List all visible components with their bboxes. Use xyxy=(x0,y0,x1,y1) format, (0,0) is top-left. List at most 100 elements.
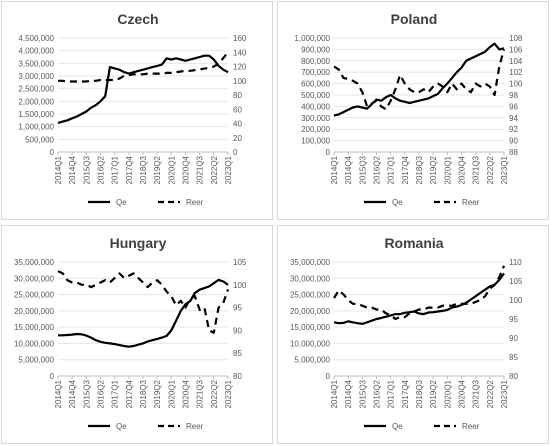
chart-title: Czech xyxy=(117,11,158,27)
right-axis-tick-label: 102 xyxy=(509,68,523,77)
right-axis-tick-label: 90 xyxy=(509,137,518,146)
x-axis-tick-label: 2016Q2 xyxy=(97,155,106,184)
x-axis-tick-label: 2020Q4 xyxy=(458,155,467,184)
chart-hungary: Hungary 0 5,000,000 10,000,000 15,000,000 20,… xyxy=(14,235,247,431)
chart-panel-poland: Poland 0 100,000 200,000 300,000 400,000 500,0… xyxy=(277,1,549,220)
left-axis-tick-label: 1,000,000 xyxy=(18,123,54,132)
left-axis-tick-label: 4,000,000 xyxy=(18,47,54,56)
left-axis-tick-label: 30,000,000 xyxy=(290,274,331,283)
x-axis-tick-label: 2020Q4 xyxy=(458,379,467,408)
x-axis-tick-label: 2016Q2 xyxy=(373,379,382,408)
x-axis-tick-label: 2023Q1 xyxy=(500,155,509,184)
x-axis-tick-label: 2019Q2 xyxy=(429,155,438,184)
legend-label-reer: Reer xyxy=(186,422,204,431)
x-axis-tick-label: 2014Q1 xyxy=(54,379,63,408)
right-axis-tick-label: 105 xyxy=(233,258,247,267)
x-axis-tick-label: 2015Q3 xyxy=(358,155,367,184)
x-axis-tick-label: 2017Q4 xyxy=(125,155,134,184)
series-line-qe xyxy=(58,278,229,348)
x-axis-tick-label: 2021Q3 xyxy=(196,379,205,408)
chart-panel-czech: Czech 0 500,000 1,000,000 1,500,000 2,000,000… xyxy=(1,1,273,220)
series-line-reer xyxy=(58,51,229,83)
x-axis-tick-label: 2018Q3 xyxy=(415,155,424,184)
x-axis-tick-label: 2017Q1 xyxy=(111,379,120,408)
chart-panel-hungary: Hungary 0 5,000,000 10,000,000 15,000,000 20,… xyxy=(1,225,273,444)
x-axis-tick-label: 2014Q4 xyxy=(344,155,353,184)
right-axis-tick-label: 110 xyxy=(509,258,522,267)
x-axis-tick-label: 2014Q1 xyxy=(330,379,339,408)
series-line-reer xyxy=(333,49,506,111)
right-axis-tick-label: 96 xyxy=(509,102,518,111)
series-line-qe xyxy=(333,42,505,117)
x-axis-tick-label: 2023Q1 xyxy=(224,379,233,408)
right-axis-tick-label: 104 xyxy=(509,57,523,66)
left-axis-tick-label: 300,000 xyxy=(301,114,330,123)
right-axis-tick-label: 60 xyxy=(233,105,242,114)
right-axis-tick-label: 100 xyxy=(233,77,247,86)
x-axis-tick-label: 2020Q1 xyxy=(443,379,452,408)
left-axis-tick-label: 15,000,000 xyxy=(290,323,331,332)
x-axis-tick-label: 2017Q4 xyxy=(401,155,410,184)
left-axis-tick-label: 25,000,000 xyxy=(14,291,55,300)
left-axis-tick-label: 2,500,000 xyxy=(18,85,54,94)
right-axis-tick-label: 95 xyxy=(509,315,518,324)
left-axis-tick-label: 20,000,000 xyxy=(290,307,331,316)
x-axis-tick-label: 2021Q3 xyxy=(472,155,481,184)
x-axis-tick-label: 2018Q3 xyxy=(139,155,148,184)
right-axis-tick-label: 80 xyxy=(233,91,242,100)
left-axis-tick-label: 2,000,000 xyxy=(18,97,54,106)
chart-czech: Czech 0 500,000 1,000,000 1,500,000 2,000,000… xyxy=(18,11,247,207)
x-axis-tick-label: 2020Q4 xyxy=(182,155,191,184)
right-axis-tick-label: 88 xyxy=(509,148,518,157)
left-axis-tick-label: 0 xyxy=(326,372,331,381)
x-axis-tick-label: 2022Q2 xyxy=(210,155,219,184)
right-axis-tick-label: 92 xyxy=(509,125,518,134)
left-axis-tick-label: 4,500,000 xyxy=(18,34,54,43)
x-axis-tick-label: 2017Q1 xyxy=(387,155,396,184)
left-axis-tick-label: 35,000,000 xyxy=(14,258,55,267)
x-axis-tick-label: 2019Q2 xyxy=(153,155,162,184)
legend-label-qe: Qe xyxy=(392,198,403,207)
left-axis-tick-label: 20,000,000 xyxy=(14,307,55,316)
x-axis-tick-label: 2020Q4 xyxy=(182,379,191,408)
series-line-qe xyxy=(333,272,505,326)
series-line-reer xyxy=(333,265,506,321)
right-axis-tick-label: 80 xyxy=(233,372,242,381)
chart-title: Poland xyxy=(391,11,438,27)
right-axis-tick-label: 100 xyxy=(509,296,523,305)
left-axis-tick-label: 100,000 xyxy=(301,137,330,146)
right-axis-tick-label: 40 xyxy=(233,120,242,129)
left-axis-tick-label: 0 xyxy=(326,148,331,157)
left-axis-tick-label: 35,000,000 xyxy=(290,258,331,267)
right-axis-tick-label: 85 xyxy=(509,353,518,362)
x-axis-tick-label: 2019Q2 xyxy=(429,379,438,408)
right-axis-tick-label: 106 xyxy=(509,45,523,54)
right-axis-tick-label: 108 xyxy=(509,34,523,43)
left-axis-tick-label: 10,000,000 xyxy=(290,339,331,348)
left-axis-tick-label: 3,000,000 xyxy=(18,72,54,81)
x-axis-tick-label: 2014Q1 xyxy=(54,155,63,184)
x-axis-tick-label: 2014Q1 xyxy=(330,155,339,184)
left-axis-tick-label: 0 xyxy=(50,148,55,157)
legend-label-qe: Qe xyxy=(392,422,403,431)
right-axis-tick-label: 100 xyxy=(233,281,247,290)
x-axis-tick-label: 2017Q4 xyxy=(401,379,410,408)
right-axis-tick-label: 120 xyxy=(233,63,247,72)
left-axis-tick-label: 600,000 xyxy=(301,80,330,89)
x-axis-tick-label: 2023Q1 xyxy=(224,155,233,184)
right-axis-tick-label: 90 xyxy=(233,326,242,335)
left-axis-tick-label: 0 xyxy=(50,372,55,381)
left-axis-tick-label: 1,000,000 xyxy=(294,34,330,43)
right-axis-tick-label: 100 xyxy=(509,80,523,89)
left-axis-tick-label: 3,500,000 xyxy=(18,59,54,68)
x-axis-tick-label: 2014Q4 xyxy=(68,155,77,184)
legend-label-qe: Qe xyxy=(116,422,127,431)
right-axis-tick-label: 94 xyxy=(509,114,518,123)
x-axis-tick-label: 2017Q1 xyxy=(387,379,396,408)
x-axis-tick-label: 2015Q3 xyxy=(82,379,91,408)
left-axis-tick-label: 15,000,000 xyxy=(14,323,55,332)
x-axis-tick-label: 2017Q1 xyxy=(111,155,120,184)
right-axis-tick-label: 95 xyxy=(233,304,242,313)
left-axis-tick-label: 700,000 xyxy=(301,68,330,77)
x-axis-tick-label: 2019Q2 xyxy=(153,379,162,408)
